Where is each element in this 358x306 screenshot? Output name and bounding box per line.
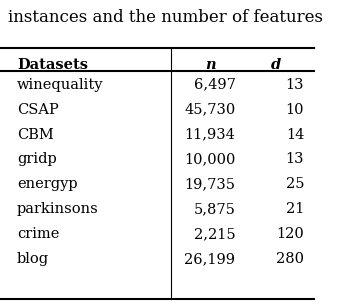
Text: 6,497: 6,497 [194,78,236,92]
Text: blog: blog [17,252,49,266]
Text: winequality: winequality [17,78,103,92]
Text: 25: 25 [286,177,304,191]
Text: 19,735: 19,735 [184,177,236,191]
Text: CBM: CBM [17,128,54,141]
Text: energyp: energyp [17,177,78,191]
Text: d: d [271,58,281,72]
Text: 280: 280 [276,252,304,266]
Text: 120: 120 [276,227,304,241]
Text: 10,000: 10,000 [184,152,236,166]
Text: crime: crime [17,227,59,241]
Text: Datasets: Datasets [17,58,88,72]
Text: 45,730: 45,730 [184,103,236,117]
Text: 13: 13 [286,152,304,166]
Text: 13: 13 [286,78,304,92]
Text: parkinsons: parkinsons [17,202,99,216]
Text: instances and the number of features: instances and the number of features [8,9,323,26]
Text: gridp: gridp [17,152,57,166]
Text: 11,934: 11,934 [185,128,236,141]
Text: 26,199: 26,199 [184,252,236,266]
Text: 10: 10 [286,103,304,117]
Text: 21: 21 [286,202,304,216]
Text: n: n [205,58,216,72]
Text: 14: 14 [286,128,304,141]
Text: CSAP: CSAP [17,103,59,117]
Text: 5,875: 5,875 [194,202,236,216]
Text: 2,215: 2,215 [194,227,236,241]
